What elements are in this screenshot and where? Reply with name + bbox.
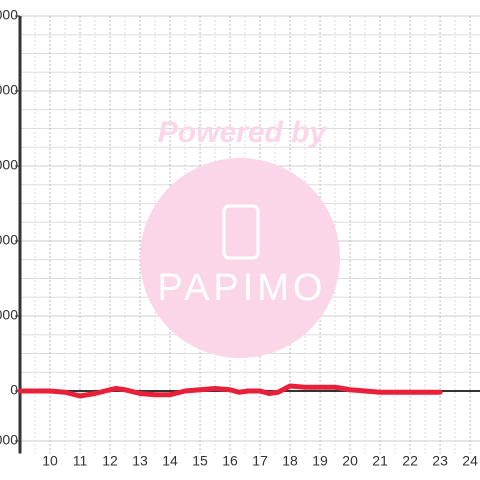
watermark-logo: PAPIMO xyxy=(158,267,327,309)
x-tick-label: 23 xyxy=(432,453,448,469)
x-tick-label: 18 xyxy=(282,453,298,469)
x-tick-label: 11 xyxy=(73,453,88,469)
x-tick-label: 17 xyxy=(252,453,268,469)
y-tick-label: 0 xyxy=(10,382,18,398)
y-tick-label: 90,000 xyxy=(0,157,18,173)
x-tick-label: 19 xyxy=(312,453,328,469)
y-tick-label: 150,000 xyxy=(0,7,18,23)
x-tick-label: 22 xyxy=(402,453,418,469)
x-tick-label: 13 xyxy=(132,453,148,469)
y-tick-label: -20,000 xyxy=(0,432,18,448)
y-tick-label: 120,000 xyxy=(0,82,18,98)
x-tick-label: 21 xyxy=(372,453,388,469)
watermark: Powered by PAPIMO xyxy=(140,116,340,358)
x-tick-label: 10 xyxy=(42,453,58,469)
data-line xyxy=(17,383,443,399)
watermark-text: Powered by xyxy=(158,116,328,149)
x-tick-label: 14 xyxy=(162,453,178,469)
x-tick-label: 16 xyxy=(222,453,238,469)
x-tick-label: 20 xyxy=(342,453,358,469)
y-tick-label: 60,000 xyxy=(0,232,18,248)
watermark-phone xyxy=(222,204,260,260)
x-tick-label: 24 xyxy=(462,453,478,469)
x-tick-label: 15 xyxy=(192,453,208,469)
x-tick-label: 12 xyxy=(102,453,118,469)
y-tick-label: 30,000 xyxy=(0,307,18,323)
